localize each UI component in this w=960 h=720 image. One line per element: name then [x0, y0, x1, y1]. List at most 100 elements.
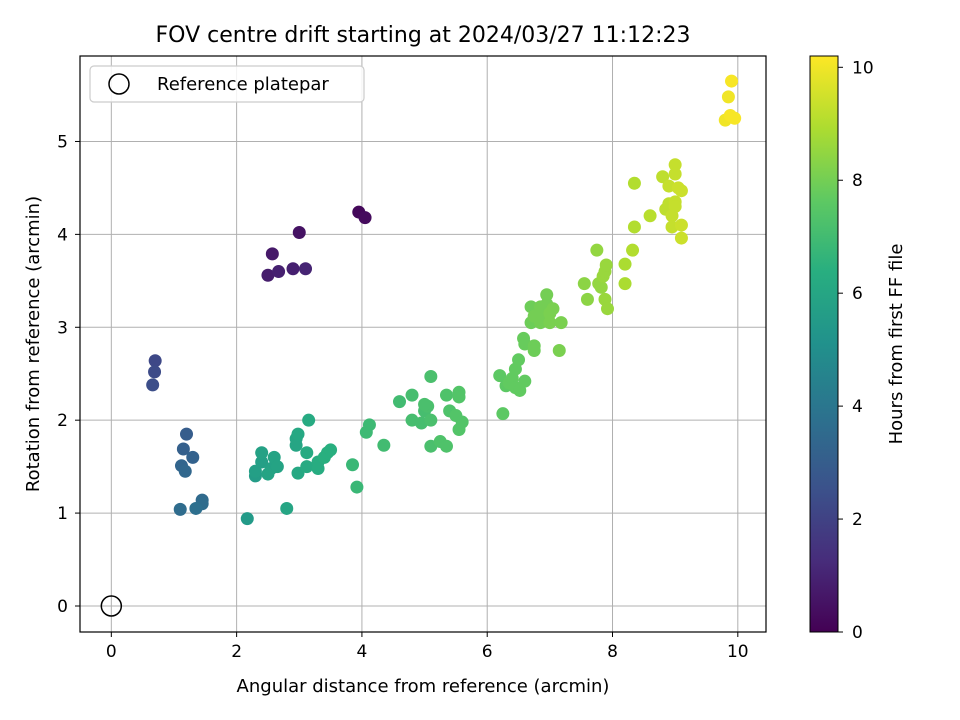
data-point [618, 277, 632, 291]
data-point [270, 460, 284, 474]
data-point [255, 455, 269, 469]
data-point [189, 501, 203, 515]
data-point [674, 184, 688, 198]
data-point [393, 395, 407, 409]
data-point [668, 167, 682, 181]
data-point [656, 170, 670, 184]
data-point [346, 458, 360, 472]
data-point [255, 446, 269, 460]
data-point [299, 262, 313, 276]
data-point [248, 464, 262, 478]
data-point [668, 158, 682, 172]
data-point [291, 427, 305, 441]
data-point [300, 446, 314, 460]
reference-point-marker [100, 595, 123, 617]
x-tick-label: 0 [106, 642, 117, 662]
data-point [272, 265, 286, 279]
data-point [580, 292, 594, 306]
data-point [540, 288, 554, 302]
y-tick-label: 0 [57, 597, 68, 617]
data-point [302, 413, 316, 427]
data-point [527, 344, 541, 358]
data-point [292, 226, 306, 240]
y-axis-label: Rotation from reference (arcmin) [23, 196, 44, 492]
legend: Reference platepar [89, 65, 365, 103]
data-point [265, 247, 279, 261]
data-point [554, 316, 568, 330]
grid [80, 56, 766, 632]
legend-entry-label: Reference platepar [157, 74, 329, 95]
y-tick-label: 5 [57, 132, 68, 152]
colorbar-tick-label: 6 [852, 284, 863, 304]
y-axis-ticks: 0 1 2 3 4 5 [57, 132, 80, 617]
data-point [424, 370, 438, 384]
data-point [261, 467, 275, 481]
y-tick-label: 3 [57, 318, 68, 338]
data-point [725, 74, 739, 88]
data-point [728, 111, 742, 125]
data-point [552, 344, 566, 358]
data-point [311, 461, 325, 475]
x-tick-label: 10 [727, 642, 749, 662]
data-point [180, 427, 194, 441]
data-point [518, 374, 532, 388]
data-point [627, 220, 641, 234]
data-point [674, 231, 688, 245]
x-axis-label: Angular distance from reference (arcmin) [237, 676, 610, 697]
data-point [546, 302, 560, 316]
data-point [577, 277, 591, 291]
data-point [280, 501, 294, 515]
legend-box [89, 65, 365, 103]
data-point [176, 442, 190, 456]
x-tick-label: 6 [482, 642, 493, 662]
data-point [240, 512, 254, 526]
colorbar-tick-label: 0 [852, 623, 863, 643]
data-point [300, 460, 314, 474]
data-point [599, 258, 613, 272]
data-point [668, 200, 682, 214]
colorbar-tick-label: 8 [852, 171, 863, 191]
data-point [173, 502, 187, 516]
data-point [721, 90, 735, 104]
data-point [512, 353, 526, 367]
colorbar: 0 2 4 6 8 10 Hours from first FF file [809, 55, 907, 643]
legend-marker [108, 73, 130, 95]
data-point [455, 415, 469, 429]
colorbar-tick-label: 4 [852, 397, 863, 417]
data-point [590, 243, 604, 257]
colorbar-tick-label: 2 [852, 510, 863, 530]
data-point [594, 280, 608, 294]
data-point [424, 413, 438, 427]
data-point [261, 268, 275, 282]
data-point [324, 443, 338, 457]
x-axis-ticks: 0 2 4 6 8 10 [106, 632, 749, 662]
y-tick-label: 1 [57, 504, 68, 524]
data-point [674, 218, 688, 232]
chart-title: FOV centre drift starting at 2024/03/27 … [156, 23, 691, 48]
data-point [350, 480, 364, 494]
data-point [286, 262, 300, 276]
data-point [600, 302, 614, 316]
colorbar-label: Hours from first FF file [886, 244, 907, 445]
data-point [418, 397, 432, 411]
data-point [148, 354, 162, 368]
data-point [439, 388, 453, 402]
y-tick-label: 2 [57, 411, 68, 431]
data-point [618, 257, 632, 271]
data-point [405, 388, 419, 402]
data-point [186, 450, 200, 464]
data-point [377, 438, 391, 452]
x-tick-label: 2 [231, 642, 242, 662]
data-point [543, 316, 557, 330]
x-tick-label: 4 [357, 642, 368, 662]
x-tick-label: 8 [607, 642, 618, 662]
data-point [493, 369, 507, 383]
data-point [452, 390, 466, 404]
colorbar-ticks: 0 2 4 6 8 10 [838, 58, 874, 643]
colorbar-gradient [809, 55, 839, 633]
data-point [439, 439, 453, 453]
colorbar-tick-label: 10 [852, 58, 874, 78]
data-point [626, 243, 640, 257]
data-point [358, 211, 372, 225]
